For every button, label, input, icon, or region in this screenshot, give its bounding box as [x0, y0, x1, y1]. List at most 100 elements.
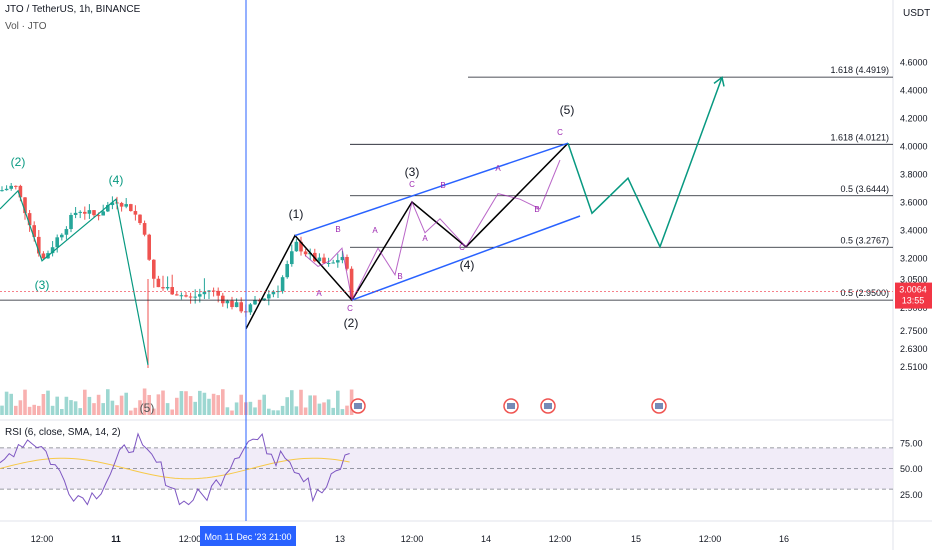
candle-body	[37, 236, 41, 254]
candle-body	[23, 197, 27, 214]
symbol-title: JTO / TetherUS, 1h, BINANCE	[5, 4, 141, 15]
candle-body	[14, 185, 18, 187]
volume-bar	[313, 395, 317, 415]
volume-bar	[165, 403, 170, 415]
abc-marker: C	[557, 128, 563, 137]
volume-bar	[161, 390, 165, 415]
price-tick: 3.2000	[900, 254, 928, 264]
volume-bar	[331, 407, 335, 415]
volume-bar	[78, 408, 82, 415]
candle-body	[239, 302, 243, 312]
fib-level-label: 0.5 (2.9500)	[840, 288, 889, 298]
candle-body	[271, 291, 276, 295]
volume-bar	[110, 400, 115, 415]
volume-bar	[198, 390, 202, 415]
cursor-time-badge	[200, 526, 296, 546]
impulse-label: (1)	[289, 207, 304, 221]
volume-bar	[271, 410, 276, 415]
currency-label: USDT	[903, 8, 931, 19]
volume-bar	[142, 388, 147, 415]
candle-body	[322, 257, 326, 264]
candle-body	[9, 185, 13, 189]
wave-label: (5)	[140, 401, 155, 415]
candle-body	[184, 295, 188, 297]
volume-bar	[257, 399, 262, 415]
candle-body	[156, 278, 161, 288]
candle-body	[198, 294, 202, 297]
candle-body	[336, 260, 340, 263]
volume-bar	[9, 393, 13, 415]
candle-body	[179, 295, 184, 297]
candle-body	[129, 204, 133, 212]
candle-body	[285, 264, 289, 278]
candle-body	[83, 211, 87, 214]
event-flag-icon	[507, 403, 515, 409]
candle-body	[165, 287, 170, 289]
volume-bar	[262, 394, 266, 415]
volume-bar	[179, 391, 184, 415]
candle-body	[225, 300, 230, 304]
candle-body	[110, 202, 115, 206]
last-price-value: 3.0064	[899, 285, 927, 295]
price-tick: 3.6000	[900, 198, 928, 208]
volume-bar	[4, 391, 9, 415]
volume-bar	[60, 409, 64, 415]
time-tick: 13	[335, 534, 345, 544]
rsi-line	[0, 432, 350, 506]
volume-bar	[96, 394, 101, 415]
candle-body	[92, 210, 96, 216]
candle-body	[138, 214, 142, 224]
candle-body	[175, 294, 179, 296]
volume-bar	[303, 407, 308, 415]
volume-bar	[170, 409, 174, 415]
candle-body	[294, 241, 299, 252]
volume-bar	[133, 407, 138, 415]
fib-level-label: 0.5 (3.6444)	[840, 184, 889, 194]
fib-level-label: 0.5 (3.2767)	[840, 235, 889, 245]
candle-body	[331, 262, 335, 264]
candle-body	[188, 296, 193, 298]
impulse-label: (3)	[405, 165, 420, 179]
volume-bar	[23, 389, 27, 415]
fib-level-label: 1.618 (4.0121)	[830, 132, 889, 142]
rsi-ma-line	[0, 457, 350, 480]
volume-bar	[308, 395, 312, 415]
volume-bar	[253, 407, 257, 415]
candle-body	[262, 298, 266, 301]
volume-bar	[32, 404, 36, 415]
candle-body	[221, 295, 225, 304]
left-wave-line	[0, 189, 149, 366]
volume-bar	[345, 405, 349, 415]
countdown-value: 13:55	[902, 296, 925, 306]
candle-body	[345, 256, 349, 269]
rsi-tick: 50.00	[900, 464, 923, 474]
wave-label: (2)	[11, 155, 26, 169]
rsi-label: RSI (6, close, SMA, 14, 2)	[5, 427, 121, 438]
price-tick: 2.6300	[900, 344, 928, 354]
candle-body	[87, 210, 92, 214]
price-tick: 4.2000	[900, 114, 928, 124]
candle-body	[64, 229, 69, 235]
impulse-label: (4)	[460, 258, 475, 272]
volume-bar	[64, 396, 69, 415]
candle-body	[119, 202, 124, 207]
time-tick: 12:00	[31, 534, 54, 544]
volume-bar	[124, 392, 128, 415]
volume-bar	[317, 403, 322, 415]
candle-body	[133, 211, 138, 215]
candle-body	[78, 211, 82, 213]
candle-body	[193, 296, 197, 298]
candle-body	[50, 247, 55, 254]
volume-bar	[156, 394, 161, 415]
time-tick: 12:00	[401, 534, 424, 544]
candle-body	[41, 253, 46, 259]
volume-bar	[184, 391, 188, 415]
candle-body	[101, 211, 105, 216]
abc-marker: C	[347, 304, 353, 313]
time-tick: 12:00	[179, 534, 202, 544]
volume-label: Vol · JTO	[5, 21, 47, 32]
wave-label: (3)	[35, 278, 50, 292]
rsi-tick: 75.00	[900, 438, 923, 448]
